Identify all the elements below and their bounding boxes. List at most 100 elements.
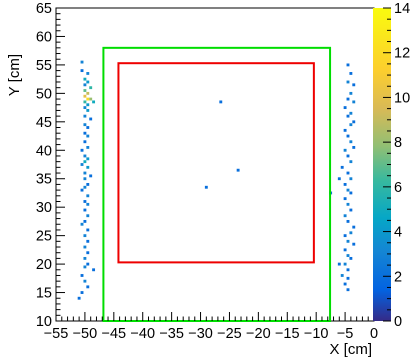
heatmap-cell: [352, 225, 356, 229]
heatmap-cell: [346, 254, 350, 257]
heatmap-cell: [236, 168, 240, 172]
x-tick-label: −35: [159, 326, 184, 342]
heatmap-cell: [89, 97, 93, 101]
heatmap-cell: [349, 123, 353, 127]
heatmap-cell: [346, 154, 350, 158]
heatmap-cell: [86, 285, 90, 289]
heatmap-cell: [340, 165, 344, 169]
heatmap-cell: [343, 148, 347, 152]
heatmap-cell: [83, 160, 87, 164]
heatmap-cell: [77, 296, 81, 300]
heatmap-cell: [349, 231, 353, 235]
colorbar-tick-label: 12: [394, 46, 410, 62]
heatmap-cell: [349, 256, 353, 260]
y-tick-label: 45: [36, 115, 52, 131]
heatmap-cell: [83, 171, 87, 175]
heatmap-cell: [349, 177, 353, 181]
heatmap-cell: [83, 265, 87, 269]
heatmap-cell: [343, 234, 347, 238]
y-tick-label: 15: [36, 286, 52, 302]
heatmap-cell: [80, 69, 84, 73]
y-axis-title: Y [cm]: [6, 54, 23, 96]
x-tick-label: −55: [44, 326, 69, 342]
heatmap-cell: [89, 117, 93, 121]
heatmap-cell: [83, 77, 87, 81]
heatmap-cell: [343, 183, 347, 186]
heatmap-cell: [83, 114, 87, 118]
heatmap-cell: [86, 157, 90, 161]
colorbar-tick-label: 0: [394, 314, 402, 330]
heatmap-cell: [80, 60, 84, 64]
heatmap-cell: [346, 80, 350, 84]
heatmap-cell: [89, 174, 93, 178]
heatmap-cell: [346, 114, 350, 118]
heatmap-cell: [86, 194, 90, 198]
heatmap-cell: [346, 239, 350, 243]
x-tick-label: −20: [246, 326, 271, 342]
heatmap-cell: [343, 282, 347, 286]
x-tick-label: −25: [217, 326, 242, 342]
heatmap-cell: [83, 131, 87, 135]
colorbar-tick-label: 4: [394, 225, 402, 241]
heatmap-cell: [346, 276, 350, 280]
colorbar-tick-label: 10: [394, 90, 410, 106]
heatmap-cell: [343, 262, 347, 266]
x-tick-label: −50: [73, 326, 98, 342]
x-tick-label: −45: [102, 326, 127, 342]
heatmap-cell: [80, 291, 84, 294]
heatmap-cell: [86, 134, 90, 138]
heatmap-cell: [86, 165, 90, 169]
heatmap-cell: [349, 111, 353, 115]
heatmap-cell: [80, 222, 84, 226]
y-tick-label: 25: [36, 229, 52, 245]
heatmap-cell: [349, 72, 353, 75]
heatmap-cell: [346, 219, 350, 223]
green-rectangle: [102, 46, 332, 323]
heatmap-cell: [83, 200, 87, 203]
heatmap-cell: [86, 126, 90, 129]
x-axis-title: X [cm]: [329, 341, 372, 358]
x-tick-label: −40: [130, 326, 155, 342]
x-tick-label: −5: [337, 326, 354, 342]
heatmap-cell: [343, 197, 347, 201]
heatmap-cell: [83, 245, 87, 249]
heatmap-cell: [80, 274, 84, 277]
heatmap-cell: [86, 183, 90, 186]
heatmap-cell: [86, 146, 90, 149]
heatmap-cell: [86, 91, 90, 95]
colorbar-axis: 0 2 4 6 8 10 12 14: [383, 1, 410, 330]
heatmap-cell: [346, 288, 350, 292]
heatmap-cell: [83, 177, 87, 181]
heatmap-cell: [346, 188, 350, 192]
colorbar-tick-label: 14: [394, 1, 410, 17]
heatmap-cell: [337, 177, 341, 181]
heatmap-cell: [86, 214, 90, 218]
heatmap-cell: [86, 239, 90, 243]
heatmap-cell: [352, 146, 356, 149]
y-tick-label: 65: [36, 1, 52, 17]
heatmap-cell: [352, 100, 356, 104]
y-tick-label: 20: [36, 257, 52, 273]
heatmap-cell: [349, 140, 353, 144]
heatmap-cell: [80, 163, 84, 166]
heatmap-cell: [346, 134, 350, 138]
heatmap-cell: [346, 97, 350, 101]
heatmap-cell: [92, 100, 96, 104]
plot-area: [55, 7, 375, 322]
heatmap-cell: [86, 202, 90, 206]
colorbar: [373, 8, 391, 321]
y-tick-label: 60: [36, 29, 52, 45]
heatmap-cell: [89, 86, 93, 90]
heatmap-cell: [83, 94, 87, 98]
heatmap-cell: [343, 248, 347, 252]
heatmap-cell: [83, 234, 87, 238]
heatmap-cell: [86, 80, 90, 84]
heatmap-cell: [352, 120, 356, 124]
heatmap-cell: [83, 106, 87, 110]
colorbar-tick-label: 6: [394, 180, 402, 196]
heatmap-cell: [349, 208, 353, 212]
colorbar-tick-label: 2: [394, 269, 402, 285]
heatmap-cell: [352, 83, 356, 87]
heatmap-cell: [83, 185, 87, 189]
